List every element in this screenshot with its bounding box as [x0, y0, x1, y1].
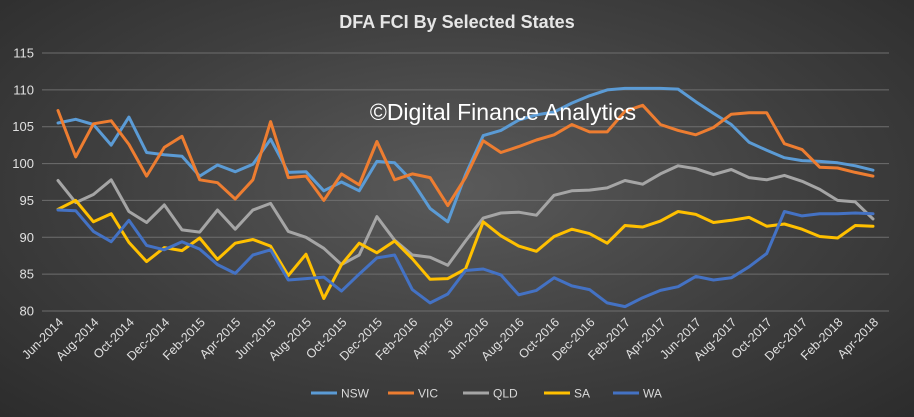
y-tick-label: 105: [12, 119, 34, 134]
legend-label: WA: [643, 387, 662, 401]
series-line-wa: [56, 208, 875, 309]
legend-item-sa: SA: [544, 387, 590, 401]
legend-item-wa: WA: [613, 387, 662, 401]
legend-label: SA: [574, 387, 590, 401]
chart-title: DFA FCI By Selected States: [339, 12, 574, 32]
y-tick-label: 115: [13, 46, 34, 61]
y-tick-label: 100: [12, 156, 34, 171]
y-tick-label: 80: [20, 304, 34, 319]
y-axis-ticks: 80 85 90 95 100 105 110 115: [12, 46, 34, 319]
legend-label: QLD: [493, 387, 518, 401]
legend-item-nsw: NSW: [311, 387, 370, 401]
legend: NSW VIC QLD SA WA: [311, 387, 662, 401]
legend-label: VIC: [418, 387, 438, 401]
legend-item-qld: QLD: [463, 387, 518, 401]
legend-label: NSW: [341, 387, 370, 401]
y-tick-label: 85: [20, 267, 34, 282]
y-tick-label: 110: [13, 82, 34, 97]
series-lines: [56, 86, 875, 309]
x-axis-ticks: Jun-2014Aug-2014Oct-2014Dec-2014Feb-2015…: [19, 315, 881, 363]
gridlines: [42, 52, 889, 312]
series-line-vic: [56, 103, 875, 208]
series-line-sa: [56, 198, 875, 300]
watermark-text: ©Digital Finance Analytics: [370, 99, 636, 125]
series-line-qld: [56, 164, 875, 267]
y-tick-label: 95: [20, 193, 34, 208]
y-tick-label: 90: [20, 230, 34, 245]
legend-item-vic: VIC: [388, 387, 438, 401]
